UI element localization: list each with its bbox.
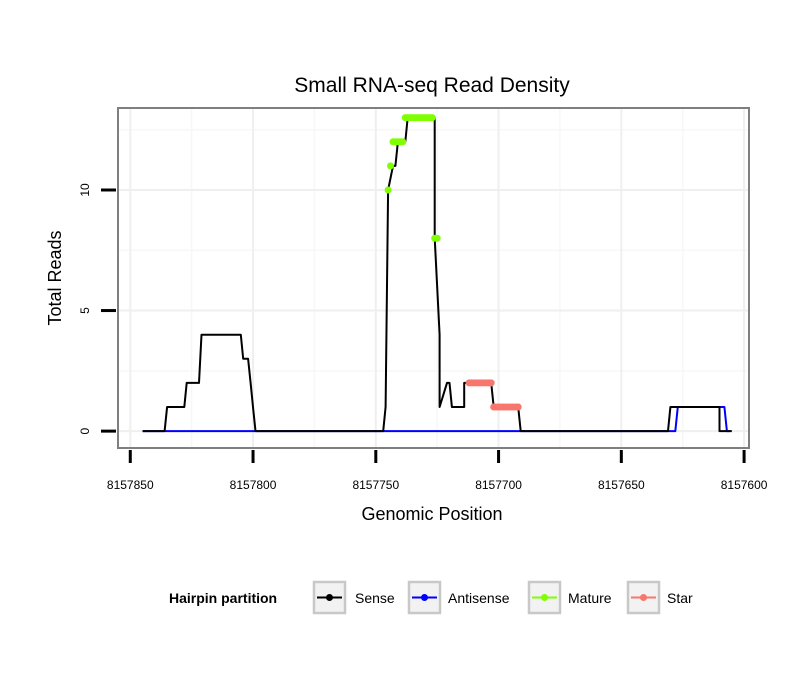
series-point-mature bbox=[433, 234, 441, 242]
x-axis: 8157850 8157800 8157750 8157700 8157650 81576… bbox=[107, 450, 768, 492]
y-tick-label: 10 bbox=[78, 183, 92, 197]
y-axis: 0 5 10 bbox=[78, 183, 116, 434]
series-point-star bbox=[487, 379, 495, 387]
y-tick-label: 5 bbox=[78, 307, 92, 314]
legend-label-sense: Sense bbox=[355, 590, 395, 606]
series-point-mature bbox=[399, 138, 407, 146]
x-tick-label: 8157750 bbox=[352, 478, 399, 492]
x-axis-title: Genomic Position bbox=[361, 504, 502, 524]
plot-grid bbox=[118, 108, 749, 448]
x-tick-label: 8157600 bbox=[721, 478, 768, 492]
legend-label-star: Star bbox=[667, 590, 693, 606]
series-point-mature bbox=[384, 186, 392, 194]
x-tick-label: 8157650 bbox=[598, 478, 645, 492]
series-point-star bbox=[514, 403, 522, 411]
legend-key-point bbox=[421, 594, 428, 601]
legend-key-point bbox=[541, 594, 548, 601]
series-point-mature bbox=[428, 114, 436, 122]
legend-entries: Sense Antisense Mature Star bbox=[312, 580, 693, 615]
legend-label-mature: Mature bbox=[568, 590, 612, 606]
legend-title: Hairpin partition bbox=[169, 590, 277, 606]
legend: Hairpin partition Sense Antisense Mature St… bbox=[169, 580, 693, 615]
legend-key-point bbox=[640, 594, 647, 601]
plot-series bbox=[142, 114, 732, 433]
chart-title: Small RNA-seq Read Density bbox=[294, 74, 570, 97]
series-point-mature bbox=[387, 162, 394, 170]
x-tick-label: 8157800 bbox=[230, 478, 277, 492]
x-tick-label: 8157850 bbox=[107, 478, 154, 492]
x-tick-label: 8157700 bbox=[475, 478, 522, 492]
legend-label-antisense: Antisense bbox=[448, 590, 510, 606]
y-axis-title: Total Reads bbox=[45, 230, 65, 325]
plot-frame bbox=[117, 107, 750, 449]
legend-key-point bbox=[326, 594, 333, 601]
y-tick-label: 0 bbox=[78, 427, 92, 434]
